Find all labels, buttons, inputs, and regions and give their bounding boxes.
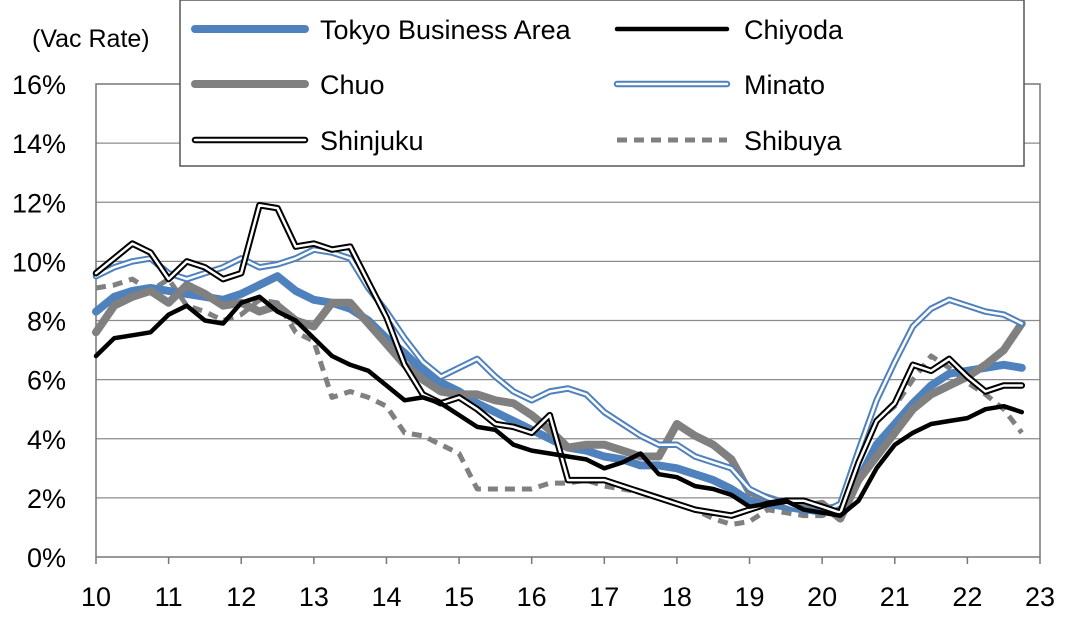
y-tick-label: 12%: [12, 188, 66, 218]
legend-item: Shibuya: [617, 126, 843, 156]
x-tick-label: 15: [444, 582, 474, 612]
series-line: [93, 294, 1025, 518]
x-tick-label: 19: [735, 582, 765, 612]
x-tick-label: 18: [662, 582, 692, 612]
y-tick-label: 2%: [27, 484, 66, 514]
y-tick-label: 4%: [27, 425, 66, 455]
legend-item: Minato: [613, 70, 825, 100]
series-minato: [92, 246, 1026, 516]
legend-label: Chiyoda: [744, 15, 844, 45]
legend: Tokyo Business Area Chiyoda Chuo Minato Shin…: [179, 0, 1025, 167]
x-tick-label: 23: [1025, 582, 1055, 612]
legend-label: Shinjuku: [320, 126, 424, 156]
x-tick-label: 10: [81, 582, 111, 612]
series-chiyoda: [93, 294, 1025, 518]
legend-item: Chuo: [191, 70, 385, 100]
x-tick-label: 12: [226, 582, 256, 612]
legend-item: Chiyoda: [614, 15, 844, 45]
y-tick-label: 0%: [27, 543, 66, 573]
legend-label: Tokyo Business Area: [320, 15, 572, 45]
x-tick-label: 17: [589, 582, 619, 612]
y-tick-label: 14%: [12, 129, 66, 159]
x-tick-label: 20: [807, 582, 837, 612]
y-tick-label: 6%: [27, 366, 66, 396]
series-line: [95, 276, 1024, 527]
x-tick-label: 21: [880, 582, 910, 612]
y-tick-label: 8%: [27, 307, 66, 337]
x-tick-label: 14: [371, 582, 401, 612]
x-tick-label: 13: [299, 582, 329, 612]
y-axis: 0% 2% 4% 6% 8% 10% 12% 14% 16%: [12, 70, 66, 573]
legend-item: Shinjuku: [191, 126, 424, 156]
chart-series: [92, 201, 1026, 527]
y-tick-label: 16%: [12, 70, 66, 100]
x-axis: 10 11 12 13 14 15 16 17 18 19 20 21 22 23: [81, 557, 1055, 612]
legend-label: Minato: [744, 70, 825, 100]
y-tick-label: 10%: [12, 247, 66, 277]
series-shinjuku: [92, 201, 1026, 519]
series-line-inner: [94, 248, 1024, 514]
series-line-inner: [94, 203, 1024, 517]
y-axis-label: (Vac Rate): [32, 25, 150, 53]
x-tick-label: 16: [517, 582, 547, 612]
x-tick-label: 22: [952, 582, 982, 612]
legend-box: [179, 0, 1025, 167]
legend-label: Shibuya: [744, 126, 843, 156]
series-shibuya: [95, 276, 1024, 527]
x-tick-label: 11: [155, 582, 183, 612]
legend-label: Chuo: [320, 70, 385, 100]
legend-item: Tokyo Business Area: [191, 15, 572, 45]
